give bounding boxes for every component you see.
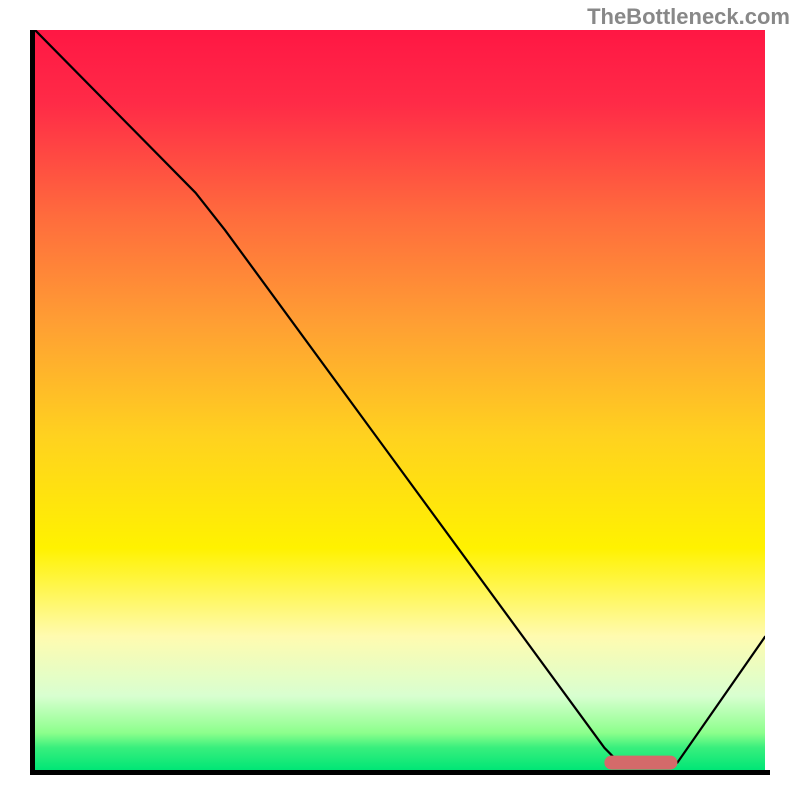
bottleneck-curve [35,30,765,763]
chart-container: TheBottleneck.com [0,0,800,800]
x-axis [30,770,770,775]
y-axis [30,30,35,775]
chart-overlay [35,30,765,770]
watermark-text: TheBottleneck.com [587,4,790,30]
optimal-range-marker [604,756,677,770]
plot-area [35,30,765,770]
